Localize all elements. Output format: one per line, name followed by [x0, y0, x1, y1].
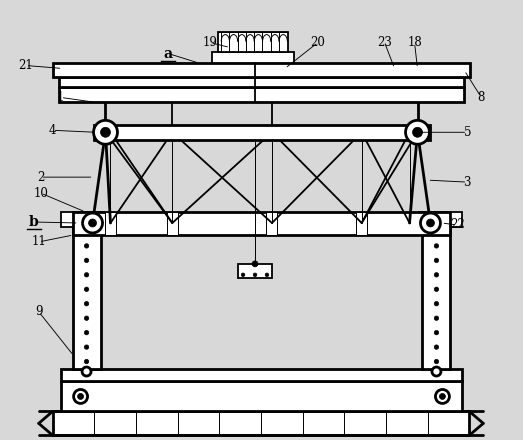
Bar	[59, 88, 464, 103]
Bar	[94, 125, 430, 140]
Text: 21: 21	[18, 59, 33, 72]
Bar	[59, 77, 464, 88]
Text: 11: 11	[31, 235, 46, 249]
Circle shape	[84, 301, 89, 306]
Circle shape	[94, 120, 118, 144]
Circle shape	[434, 287, 439, 291]
Circle shape	[74, 389, 87, 403]
Circle shape	[434, 345, 439, 349]
Circle shape	[413, 127, 423, 137]
Circle shape	[434, 330, 439, 335]
Circle shape	[82, 367, 91, 376]
Circle shape	[84, 330, 89, 335]
Circle shape	[88, 219, 97, 227]
Circle shape	[405, 120, 429, 144]
Text: 22: 22	[450, 219, 465, 231]
Bar	[53, 411, 469, 435]
Bar	[61, 212, 105, 227]
Circle shape	[84, 287, 89, 291]
Bar	[423, 227, 450, 369]
Circle shape	[434, 301, 439, 306]
Circle shape	[84, 316, 89, 320]
Bar	[61, 381, 462, 411]
Text: 3: 3	[463, 176, 471, 189]
Text: 10: 10	[33, 187, 48, 200]
Circle shape	[77, 393, 84, 400]
Circle shape	[436, 389, 449, 403]
Circle shape	[434, 244, 439, 248]
Bar	[53, 63, 470, 77]
Text: b: b	[29, 215, 39, 229]
Text: 8: 8	[477, 91, 485, 104]
Circle shape	[265, 273, 269, 277]
Circle shape	[84, 244, 89, 248]
Circle shape	[426, 219, 435, 227]
Bar	[267, 212, 277, 235]
Text: 5: 5	[463, 126, 471, 139]
Bar	[418, 212, 462, 227]
Circle shape	[83, 213, 103, 233]
Bar	[238, 264, 272, 278]
Text: 23: 23	[377, 36, 392, 49]
Bar	[61, 369, 462, 381]
Circle shape	[420, 213, 440, 233]
Circle shape	[434, 359, 439, 364]
Text: 4: 4	[49, 124, 56, 137]
Text: 19: 19	[203, 36, 218, 49]
Circle shape	[253, 273, 257, 277]
Text: 1: 1	[57, 91, 64, 104]
Circle shape	[84, 273, 89, 277]
Circle shape	[434, 258, 439, 263]
Circle shape	[434, 273, 439, 277]
Circle shape	[439, 393, 446, 400]
Bar	[218, 32, 288, 51]
Text: 2: 2	[37, 171, 44, 183]
Text: 20: 20	[310, 36, 325, 49]
Circle shape	[434, 316, 439, 320]
Bar	[73, 227, 100, 369]
Circle shape	[84, 258, 89, 263]
Circle shape	[84, 359, 89, 364]
Text: a: a	[164, 47, 173, 61]
Text: 9: 9	[35, 305, 42, 318]
Circle shape	[100, 127, 110, 137]
Bar	[105, 212, 116, 235]
Circle shape	[84, 345, 89, 349]
Bar	[212, 51, 294, 63]
Text: 18: 18	[407, 36, 422, 49]
Circle shape	[432, 367, 441, 376]
Bar	[167, 212, 178, 235]
Circle shape	[252, 261, 258, 267]
Bar	[73, 212, 450, 235]
Circle shape	[241, 273, 245, 277]
Bar	[356, 212, 367, 235]
